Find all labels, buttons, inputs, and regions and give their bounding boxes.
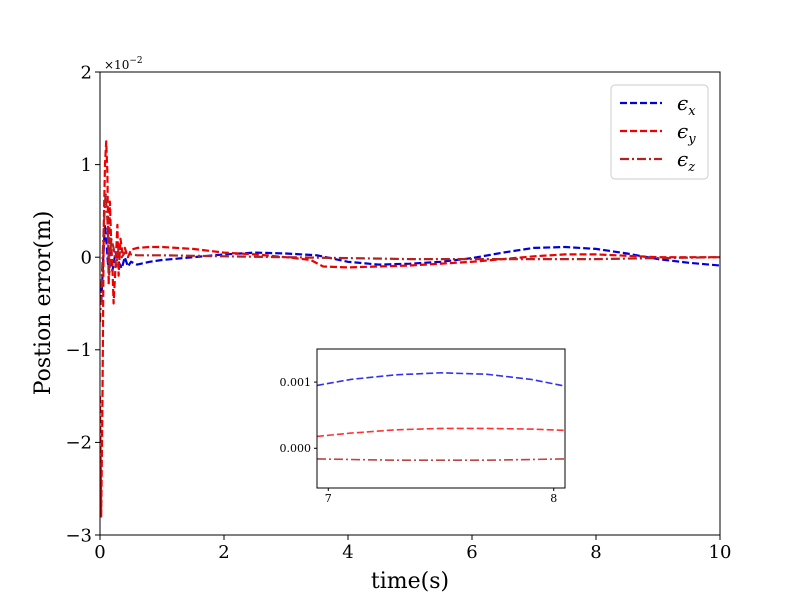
x-axis-label: time(s): [371, 569, 449, 594]
main-x-ticks: 0 2 4 6 8 10: [94, 535, 731, 563]
inset-x-tick-label: 7: [325, 492, 332, 505]
inset-y-ticks: 0.000 0.001: [280, 376, 317, 455]
y-scale-multiplier: ×10−2: [104, 56, 143, 72]
main-plot-frame: [99, 71, 721, 536]
inset-x-tick-label: 8: [550, 492, 557, 505]
main-plot: 0 2 4 6 8 10 −3 −2 −1 0 1 2 ×10−2 time(s) Postion …: [31, 56, 731, 594]
inset-y-tick-label: 0.001: [280, 376, 312, 389]
inset-series-line-0: [317, 371, 565, 387]
main-y-tick-label: −1: [65, 340, 92, 361]
inset-background: [317, 349, 565, 488]
main-x-tick-label: 8: [590, 542, 601, 563]
legend-label-x: ϵx: [677, 91, 696, 119]
inset-frame: [316, 348, 566, 489]
main-y-tick-label: 0: [81, 248, 92, 269]
main-x-tick-label: 4: [342, 542, 353, 563]
main-series-line-2: [100, 191, 720, 323]
main-x-tick-label: 10: [709, 542, 732, 563]
legend-label-y: ϵy: [677, 119, 696, 147]
main-y-ticks: −3 −2 −1 0 1 2: [65, 62, 100, 546]
inset-series-line-2: [317, 458, 565, 462]
main-x-tick-label: 2: [218, 542, 229, 563]
main-series-line-1: [100, 140, 720, 518]
legend-box: [610, 84, 709, 180]
legend-label-z: ϵz: [677, 147, 695, 175]
main-x-tick-label: 0: [94, 542, 105, 563]
main-series-group: [100, 140, 720, 518]
inset-series-group: [317, 371, 565, 462]
main-y-tick-label: −2: [65, 433, 92, 454]
main-y-tick-label: 1: [81, 155, 92, 176]
main-x-tick-label: 6: [466, 542, 477, 563]
main-y-tick-label: −3: [65, 525, 92, 546]
inset-y-tick-label: 0.000: [280, 442, 312, 455]
main-y-tick-label: 2: [81, 62, 92, 83]
y-axis-label: Postion error(m): [31, 211, 56, 396]
inset-series-line-1: [317, 427, 565, 438]
